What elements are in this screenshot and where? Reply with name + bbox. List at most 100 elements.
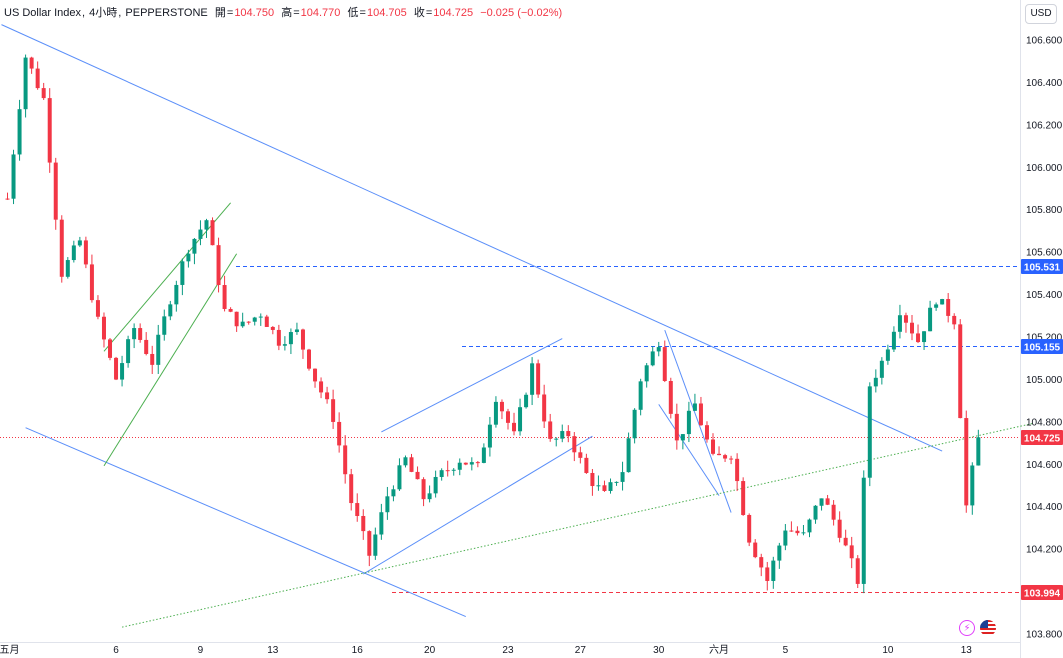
candle-body — [355, 503, 360, 516]
interval-label[interactable]: 4小時 — [89, 7, 118, 19]
candle-body — [343, 445, 348, 475]
candle-body — [210, 220, 215, 246]
candle-body — [837, 519, 842, 538]
candle-body — [590, 472, 595, 487]
trendline — [121, 422, 1033, 628]
candle-body — [108, 339, 113, 358]
y-tick-label: 105.800 — [1026, 205, 1063, 216]
candle-body — [729, 458, 734, 460]
candle-body — [584, 457, 589, 473]
x-tick-label: 6 — [113, 645, 119, 656]
x-tick-label: 27 — [575, 645, 587, 656]
candle-body — [940, 299, 945, 305]
candle-body — [747, 514, 752, 543]
candle-body — [783, 530, 788, 546]
candle-body — [897, 315, 902, 332]
candle-body — [307, 349, 311, 369]
candle-body — [29, 57, 34, 69]
candle-body — [855, 558, 860, 584]
candle-body — [704, 425, 709, 440]
candle-body — [162, 316, 167, 335]
price-tag — [1021, 585, 1063, 600]
low-label: 低 — [347, 7, 359, 19]
x-tick-label: 23 — [502, 645, 514, 656]
y-tick-label: 106.600 — [1026, 35, 1063, 46]
candle-body — [391, 489, 396, 497]
candle-body — [873, 377, 878, 387]
trendline — [25, 427, 466, 618]
candle-body — [644, 365, 649, 382]
candle-body — [95, 300, 100, 317]
symbol-header: US Dollar Index, 4小時, PEPPERSTONE 開=104.… — [4, 7, 563, 19]
candle-body — [65, 260, 70, 277]
y-tick-label: 104.800 — [1026, 417, 1063, 428]
candle-body — [294, 329, 299, 333]
y-tick-label: 103.800 — [1026, 630, 1063, 641]
trendline — [363, 435, 593, 575]
candle-body — [41, 88, 46, 99]
chart-grid — [0, 0, 1021, 658]
candle-body — [928, 307, 933, 332]
candle-body — [656, 347, 661, 352]
change-value: −0.025 (−0.02%) — [480, 7, 563, 19]
candle-body — [379, 512, 384, 535]
y-tick-label: 106.000 — [1026, 163, 1063, 174]
candle-body — [916, 333, 921, 343]
candle-body — [23, 57, 28, 110]
x-tick-label: 30 — [653, 645, 665, 656]
price-levels — [0, 266, 1020, 593]
currency-button[interactable]: USD — [1025, 4, 1057, 24]
x-tick-label: 六月 — [709, 644, 729, 656]
candle-body — [717, 453, 722, 456]
candle-body — [662, 347, 667, 381]
us-flag-icon[interactable] — [980, 620, 996, 636]
candle-body — [53, 162, 58, 220]
candles — [5, 54, 981, 594]
candle-body — [964, 418, 969, 506]
candle-body — [813, 505, 818, 520]
candle-body — [445, 470, 450, 472]
candle-body — [415, 471, 420, 480]
candle-body — [433, 476, 438, 494]
candle-body — [385, 496, 390, 513]
candle-body — [47, 98, 52, 163]
candle-body — [548, 421, 553, 439]
candle-body — [361, 515, 366, 532]
price-tag-label: 105.155 — [1024, 343, 1061, 354]
candle-body — [439, 470, 444, 477]
open-value: 104.750 — [234, 7, 275, 19]
price-tag-label: 104.725 — [1024, 434, 1061, 445]
x-tick-label: 五月 — [0, 644, 20, 656]
price-tag — [1021, 430, 1063, 445]
trendline — [381, 338, 563, 433]
candle-body — [288, 332, 293, 345]
high-label: 高 — [281, 7, 293, 19]
candle-body — [216, 245, 221, 286]
candle-body — [518, 407, 523, 432]
y-tick-label: 105.600 — [1026, 248, 1063, 259]
candle-body — [138, 328, 143, 340]
candle-body — [499, 401, 504, 412]
price-tag-label: 103.994 — [1024, 589, 1061, 600]
candle-body — [300, 329, 305, 350]
candle-body — [572, 436, 577, 453]
candle-body — [632, 409, 637, 439]
candle-body — [252, 317, 257, 322]
candle-body — [222, 285, 227, 309]
symbol-name[interactable]: US Dollar Index — [4, 7, 82, 19]
candle-body — [114, 357, 119, 380]
candle-body — [367, 531, 372, 556]
candle-body — [349, 474, 354, 504]
trendline — [658, 404, 720, 496]
lightning-icon[interactable]: ⚡ — [959, 620, 975, 636]
candle-body — [180, 261, 185, 285]
candle-body — [101, 316, 106, 340]
candle-body — [524, 394, 529, 408]
candle-body — [120, 363, 125, 380]
candle-body — [397, 465, 402, 490]
candle-body — [276, 329, 281, 346]
close-label: 收 — [413, 7, 425, 19]
y-tick-label: 104.200 — [1026, 545, 1063, 556]
candle-body — [204, 220, 209, 230]
